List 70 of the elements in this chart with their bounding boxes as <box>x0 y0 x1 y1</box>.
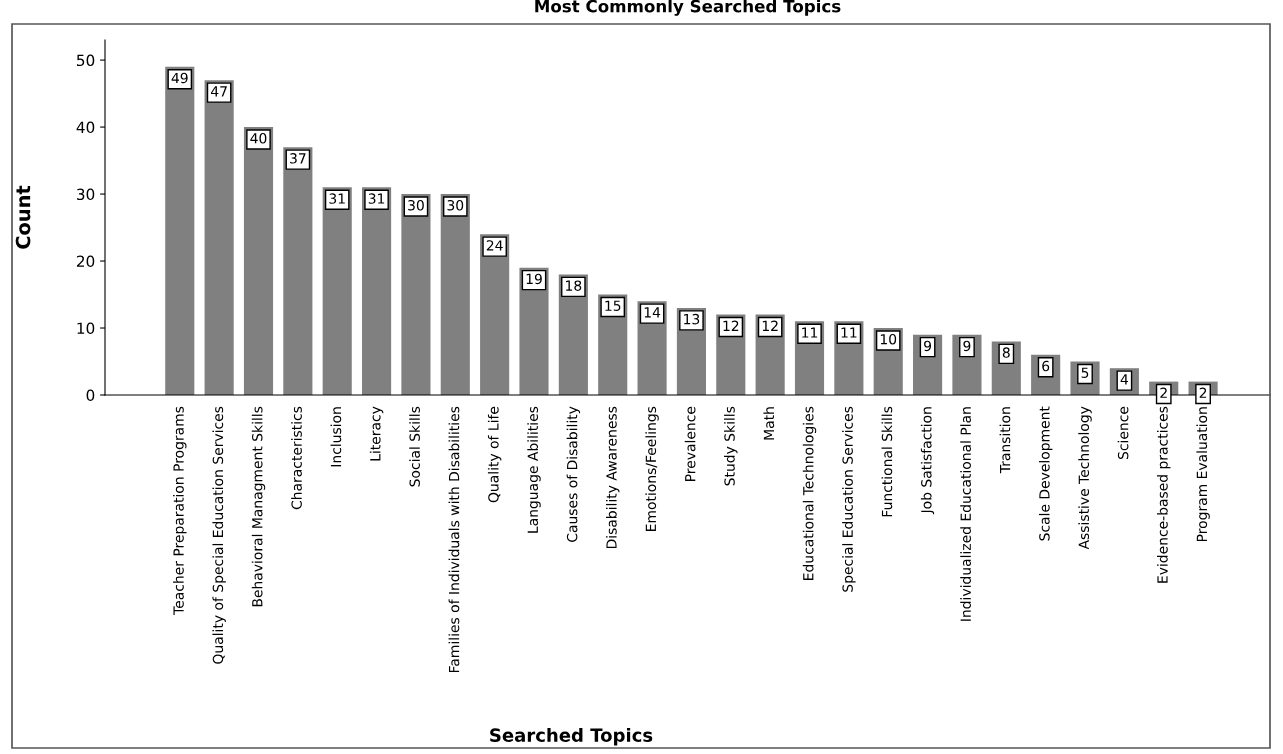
data-label: 10 <box>880 333 897 345</box>
data-label: 11 <box>802 327 818 338</box>
data-label: 9 <box>963 340 971 352</box>
data-label: 47 <box>210 86 227 97</box>
y-tick-label: 50 <box>77 54 95 67</box>
x-tick-label: Disability Awareness <box>606 406 620 549</box>
y-tick-label: 40 <box>76 121 95 134</box>
data-label: 12 <box>762 320 778 331</box>
y-tick-label: 20 <box>76 255 95 268</box>
x-tick-label: Study Skills <box>724 406 738 486</box>
x-tick-label: Characteristics <box>291 406 302 510</box>
bar <box>362 187 392 395</box>
bar <box>243 127 274 395</box>
data-label: 18 <box>566 280 582 291</box>
data-label: 49 <box>171 72 188 84</box>
x-tick-label: Math <box>763 407 775 440</box>
x-tick-label: Emotions/Feelings <box>645 406 659 531</box>
data-label: 12 <box>723 320 739 331</box>
data-label: 5 <box>1081 367 1089 378</box>
x-tick-label: Evidence-based practices <box>1157 406 1171 583</box>
bar <box>283 147 313 395</box>
data-label: 31 <box>368 193 385 204</box>
x-tick-label: Individualized Educational Plan <box>960 407 971 621</box>
data-label: 24 <box>486 240 503 251</box>
y-tick-label: 30 <box>77 188 95 201</box>
x-tick-label: Science <box>1117 406 1129 460</box>
data-label: 2 <box>1199 387 1207 398</box>
bar <box>322 187 352 395</box>
x-tick-label: Causes of Disability <box>566 406 581 542</box>
x-axis-title: Searched Topics <box>490 728 653 746</box>
x-tick-label: Special Education Services <box>842 406 856 592</box>
data-label: 37 <box>290 153 306 164</box>
x-tick-label: Teacher Preparation Programs <box>173 406 187 615</box>
x-tick-label: Scale Development <box>1038 406 1053 541</box>
x-tick-label: Social Skills <box>409 406 420 487</box>
bar <box>204 80 234 395</box>
x-tick-label: Language Abilities <box>527 406 541 533</box>
data-label: 19 <box>526 273 542 285</box>
data-label: 8 <box>1002 347 1010 358</box>
chart-title: Most Commonly Searched Topics <box>535 0 841 16</box>
x-tick-label: Inclusion <box>330 407 342 467</box>
x-tick-label: Functional Skills <box>881 406 893 517</box>
x-tick-label: Educational Technologies <box>802 406 817 580</box>
x-tick-label: Program Evaluation <box>1196 407 1210 542</box>
x-tick-label: Assistive Technology <box>1078 406 1092 550</box>
data-label: 30 <box>408 200 424 211</box>
bar <box>401 194 431 395</box>
x-tick-label: Quality of Special Education Services <box>212 406 226 664</box>
x-tick-label: Job Satisfaction <box>920 407 935 515</box>
data-label: 13 <box>684 313 700 325</box>
data-label: 30 <box>447 200 464 211</box>
data-label: 9 <box>924 340 932 352</box>
data-label: 6 <box>1042 360 1050 372</box>
y-axis-title: Count <box>15 185 31 249</box>
y-tick-label: 10 <box>77 322 95 335</box>
x-tick-label: Prevalence <box>684 406 696 481</box>
bar <box>165 66 195 395</box>
data-label: 11 <box>841 327 857 338</box>
data-label: 4 <box>1120 374 1129 385</box>
data-label: 15 <box>605 300 621 311</box>
x-tick-label: Behavioral Managment Skills <box>251 406 266 607</box>
x-tick-label: Literacy <box>369 406 384 461</box>
data-label: 31 <box>329 193 345 204</box>
y-tick-label: 0 <box>86 389 95 402</box>
data-label: 2 <box>1160 387 1167 398</box>
x-tick-label: Families of Individuals with Disabilities <box>448 406 460 673</box>
data-label: 14 <box>644 307 661 318</box>
x-tick-label: Transition <box>999 407 1011 474</box>
x-tick-label: Quality of Life <box>487 406 502 503</box>
data-label: 40 <box>250 133 267 144</box>
